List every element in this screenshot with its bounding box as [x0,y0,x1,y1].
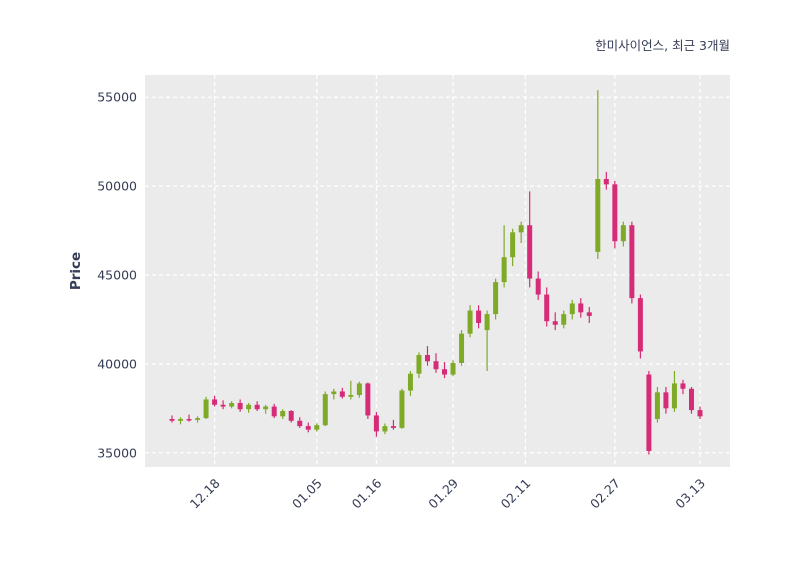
candle-body [510,232,516,258]
candle-body [663,392,669,409]
candle-body [654,392,660,419]
candle-body [476,310,482,323]
candle-body [501,257,507,283]
candle-body [467,310,473,334]
candle-body [671,383,677,409]
candle-body [331,391,337,395]
candle-body [356,383,362,395]
candle-body [382,426,388,432]
candle-body [544,294,550,322]
candle-body [612,184,618,242]
candle-body [212,399,218,405]
candle-body [552,321,558,325]
candle-body [578,303,584,313]
x-tick-label: 01.16 [349,475,385,511]
candle-body [339,391,345,397]
candle-body [416,355,422,374]
candle-body [178,419,184,421]
chart-title: 한미사이언스, 최근 3개월 [595,38,730,53]
y-tick-label: 50000 [97,179,137,194]
candle-body [322,394,328,426]
candle-body [407,373,413,391]
candle-body [459,333,465,363]
candle-body [493,282,499,315]
candle-body [399,390,405,428]
y-tick-label: 45000 [97,268,137,283]
y-tick-label: 40000 [97,356,137,371]
y-tick-label: 35000 [97,445,137,460]
chart-plot-area-group: 35000 40000 45000 50000 55000 12.18 01.05 01.16… [97,75,730,511]
x-tick-label: 12.18 [187,475,223,511]
candle-body [203,399,209,419]
candle-body [688,388,694,411]
candle-body [535,278,541,295]
candle-body [348,395,354,397]
candle-body [237,403,243,410]
candle-body [637,298,643,352]
candle-body [297,420,303,427]
candle-body [450,363,456,375]
candle-body [595,179,601,252]
x-tick-label: 03.13 [672,476,708,512]
candle-body [169,419,175,421]
candle-body [373,415,379,432]
candle-body [518,225,524,233]
candle-body [305,426,311,430]
x-tick-label: 02.27 [587,476,623,512]
candle-body [603,179,609,185]
candle-body [433,361,439,370]
candle-body [629,225,635,299]
x-tick-label: 01.29 [425,475,461,511]
candle-body [620,225,626,242]
candle-body [484,314,490,331]
candle-body [288,411,294,421]
candle-body [586,312,592,316]
candle-body [390,426,396,428]
candle-body [229,403,235,407]
candle-body [186,419,192,421]
candle-body [569,303,575,315]
candle-body [527,225,533,279]
y-tick-label: 55000 [97,90,137,105]
x-tick-label: 02.11 [498,476,534,512]
candle-body [365,383,371,416]
x-tick-label: 01.05 [289,476,325,512]
candle-body [697,410,703,417]
candle-body [254,404,260,410]
candle-body [271,406,277,417]
plot-background [145,75,730,467]
candle-body [680,383,686,389]
candle-body [220,404,226,407]
y-axis-label: Price [68,252,84,290]
candle-body [314,425,320,430]
candle-body [424,355,430,362]
candle-body [561,314,567,325]
candle-body [646,374,652,451]
candle-body [246,404,252,410]
candle-body [280,411,286,417]
candle-body [442,369,448,375]
candle-body [195,418,201,420]
candle-body [263,406,269,410]
